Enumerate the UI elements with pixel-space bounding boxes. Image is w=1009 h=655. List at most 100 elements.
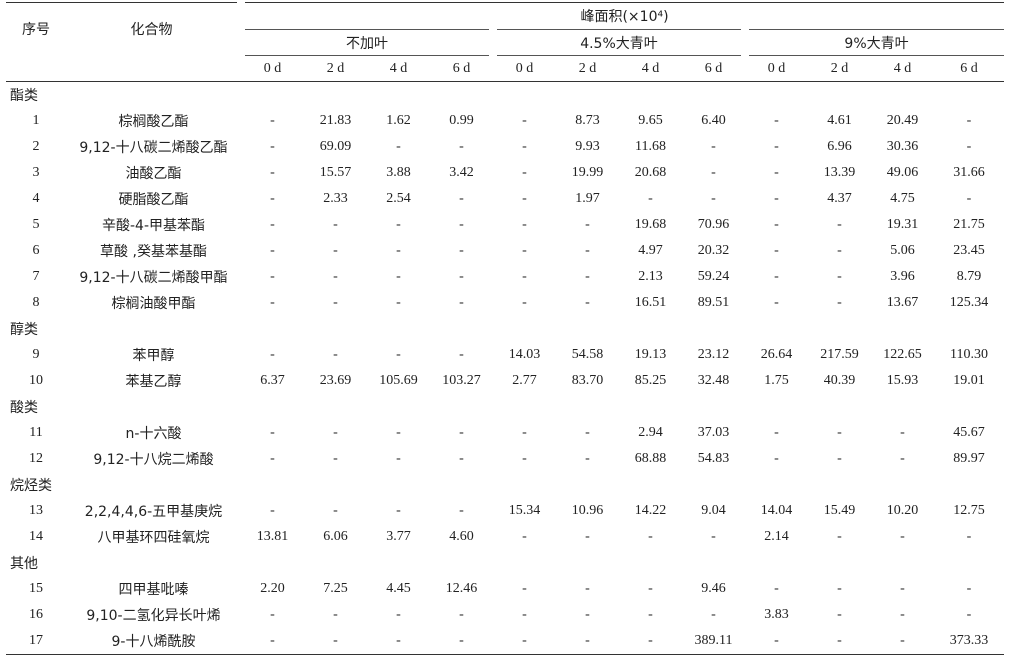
peak-area-cell: 68.88	[634, 451, 667, 466]
peak-area-cell: 6.37	[260, 373, 285, 388]
peak-area-cell: 13.39	[823, 165, 856, 180]
peak-area-cell: -	[522, 295, 527, 310]
peak-area-cell: -	[966, 607, 972, 622]
peak-area-cell: -	[396, 295, 401, 310]
peak-area-cell: -	[270, 425, 275, 440]
peak-area-cell: 373.33	[934, 628, 1005, 655]
peak-area-cell: -	[333, 503, 338, 518]
peak-area-cell: 20.68	[634, 165, 667, 180]
row-index: 5	[32, 217, 40, 232]
table-row: 11 n-十六酸 - - - - - - 2.94 37.03 - - - 45.67	[6, 420, 1004, 446]
peak-area-cell: -	[619, 628, 682, 655]
peak-area-cell: -	[396, 503, 401, 518]
peak-area-cell: -	[396, 347, 401, 362]
peak-area-cell: -	[837, 295, 842, 310]
empty-header-cell	[6, 55, 66, 82]
peak-area-cell: -	[556, 628, 619, 655]
peak-area-cell: -	[270, 451, 275, 466]
peak-area-cell: -	[774, 581, 779, 596]
peak-area-cell: -	[459, 503, 464, 518]
peak-area-cell: -	[522, 529, 527, 544]
peak-area-cell: -	[333, 217, 338, 232]
peak-area-cell: -	[396, 217, 401, 232]
peak-area-cell: 105.69	[379, 373, 418, 388]
peak-area-cell: 3.77	[386, 529, 411, 544]
peak-area-cell: 83.70	[571, 373, 604, 388]
peak-area-cell: -	[585, 451, 590, 466]
peak-area-cell: -	[900, 425, 905, 440]
peak-area-cell: -	[430, 628, 493, 655]
peak-area-cell: -	[585, 607, 590, 622]
peak-area-cell: -	[396, 425, 401, 440]
peak-area-cell: -	[333, 243, 338, 258]
peak-area-cell: 85.25	[634, 373, 667, 388]
peak-area-cell: 6.40	[701, 113, 726, 128]
peak-area-cell: -	[585, 295, 590, 310]
compound-header: 化合物	[66, 2, 241, 56]
day-header: 4 d	[871, 55, 934, 82]
peak-area-cell: 6.06	[323, 529, 348, 544]
peak-area-cell: 4.61	[827, 113, 852, 128]
peak-area-cell: -	[522, 581, 527, 596]
compound-name: 油酸乙酯	[125, 166, 182, 182]
category-row: 烷烃类	[6, 472, 1004, 498]
peak-area-cell: 32.48	[697, 373, 730, 388]
day-header: 2 d	[808, 55, 871, 82]
category-row: 醇类	[6, 316, 1004, 342]
peak-area-cell: 2.14	[764, 529, 789, 544]
row-index: 16	[29, 607, 43, 622]
peak-area-cell: 7.25	[323, 581, 348, 596]
peak-area-cell: -	[900, 607, 905, 622]
table-row: 2 9,12-十八碳二烯酸乙酯 - 69.09 - - - 9.93 11.68 - - 6.96 30…	[6, 134, 1004, 160]
peak-area-cell: 26.64	[760, 347, 793, 362]
table-row: 10 苯基乙醇 6.37 23.69 105.69 103.27 2.77 83.70 85.2…	[6, 368, 1004, 394]
peak-area-cell: 70.96	[697, 217, 730, 232]
peak-area-cell: -	[966, 139, 972, 154]
peak-area-cell: 11.68	[635, 139, 666, 154]
peak-area-cell: 23.12	[697, 347, 730, 362]
peak-area-cell: -	[522, 269, 527, 284]
peak-area-cell: 3.96	[890, 269, 915, 284]
category-label: 酯类	[10, 88, 38, 104]
peak-area-cell: -	[333, 425, 338, 440]
peak-area-cell: -	[396, 451, 401, 466]
table-row: 6 草酸 ,癸基苯基酯 - - - - - - 4.97 20.32 - - 5.06 23.45	[6, 238, 1004, 264]
day-header: 4 d	[367, 55, 430, 82]
peak-area-cell: 4.45	[386, 581, 411, 596]
peak-area-cell: -	[774, 217, 779, 232]
peak-area-cell: -	[270, 503, 275, 518]
peak-area-cell: 10.20	[886, 503, 919, 518]
peak-area-cell: 30.36	[886, 139, 919, 154]
peak-area-cell: 2.13	[638, 269, 663, 284]
peak-area-cell: -	[837, 243, 842, 258]
row-index: 8	[32, 295, 40, 310]
category-label: 醇类	[10, 322, 38, 338]
category-row: 其他	[6, 550, 1004, 576]
day-header: 4 d	[619, 55, 682, 82]
row-index: 10	[29, 373, 43, 388]
day-header: 2 d	[304, 55, 367, 82]
peak-area-cell: 20.32	[697, 243, 730, 258]
peak-area-cell: 2.54	[386, 191, 411, 206]
peak-area-cell: -	[522, 113, 527, 128]
table-row: 8 棕榈油酸甲酯 - - - - - - 16.51 89.51 - - 13.67 125.34	[6, 290, 1004, 316]
compound-name: 9,12-十八碳二烯酸乙酯	[79, 140, 228, 156]
row-index: 17	[6, 628, 66, 655]
group-header: 不加叶	[241, 29, 493, 56]
peak-area-cell: -	[367, 628, 430, 655]
table-body: 酯类 1 棕榈酸乙酯 - 21.83 1.62 0.99 - 8.73 9.65 6.40 - 4.61…	[6, 82, 1005, 655]
peak-area-cell: 69.09	[319, 139, 352, 154]
table-row: 7 9,12-十八碳二烯酸甲酯 - - - - - - 2.13 59.24 - - 3.96 8.79	[6, 264, 1004, 290]
peak-area-cell: 14.04	[760, 503, 793, 518]
peak-area-cell: -	[522, 217, 527, 232]
peak-area-cell: 3.88	[386, 165, 411, 180]
peak-area-cell: 15.93	[886, 373, 919, 388]
peak-area-cell: 3.42	[449, 165, 474, 180]
category-label: 其他	[10, 556, 38, 572]
peak-area-cell: -	[333, 269, 338, 284]
peak-area-cell: -	[585, 529, 590, 544]
group-header: 9%大青叶	[745, 29, 1005, 56]
peak-area-cell: -	[270, 165, 275, 180]
peak-area-cell: 9.04	[701, 503, 726, 518]
